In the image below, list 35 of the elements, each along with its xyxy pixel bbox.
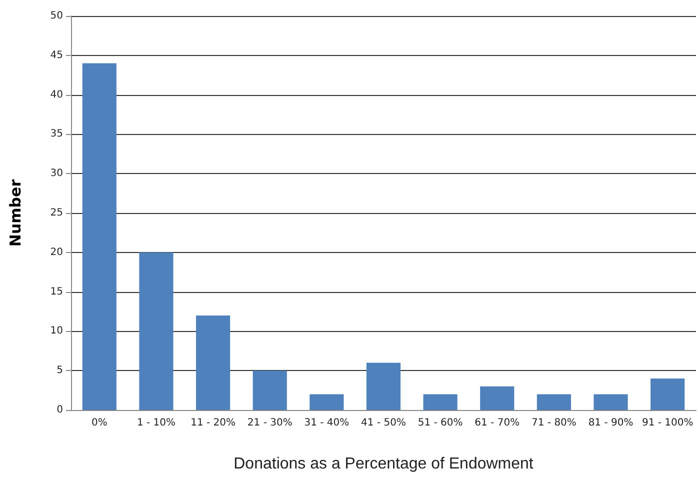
x-tick-label: 41 - 50% (361, 418, 406, 428)
x-tick-label: 0% (91, 418, 108, 428)
y-tick-label: 5 (56, 365, 63, 376)
x-axis-title: Donations as a Percentage of Endowment (234, 456, 534, 472)
bar (310, 394, 344, 410)
y-tick-label: 25 (50, 208, 63, 218)
y-tick-label: 20 (50, 246, 63, 258)
bar (594, 394, 628, 410)
bar (196, 315, 230, 410)
y-tick-label: 50 (50, 10, 63, 22)
x-tick-label: 31 - 40% (304, 418, 350, 428)
bar (480, 386, 514, 410)
x-tick-label: 21 - 30% (247, 418, 292, 428)
bar (82, 63, 116, 410)
x-tick-label: 71 - 80% (531, 418, 576, 428)
y-tick-label: 35 (50, 128, 63, 140)
y-tick-label: 40 (50, 89, 63, 100)
x-tick-label: 11 - 20% (190, 418, 236, 428)
y-tick-label: 15 (50, 286, 63, 298)
bar (139, 252, 174, 410)
y-tick-label: 0 (56, 404, 63, 416)
x-tick-label: 91 - 100% (642, 418, 694, 428)
x-tick-label: 51 - 60% (418, 418, 463, 428)
y-axis-title: Number (6, 178, 24, 247)
y-tick-label: 45 (50, 50, 63, 61)
y-tick-label: 10 (50, 326, 63, 337)
y-tick-label: 30 (50, 168, 63, 180)
x-tick-label: 81 - 90% (588, 418, 634, 428)
x-tick-label: 1 - 10% (136, 418, 176, 428)
bar (252, 370, 287, 410)
bar (423, 394, 458, 410)
bar (650, 378, 685, 410)
bar (366, 362, 401, 410)
x-tick-label: 61 - 70% (474, 418, 520, 428)
bar (536, 394, 571, 410)
